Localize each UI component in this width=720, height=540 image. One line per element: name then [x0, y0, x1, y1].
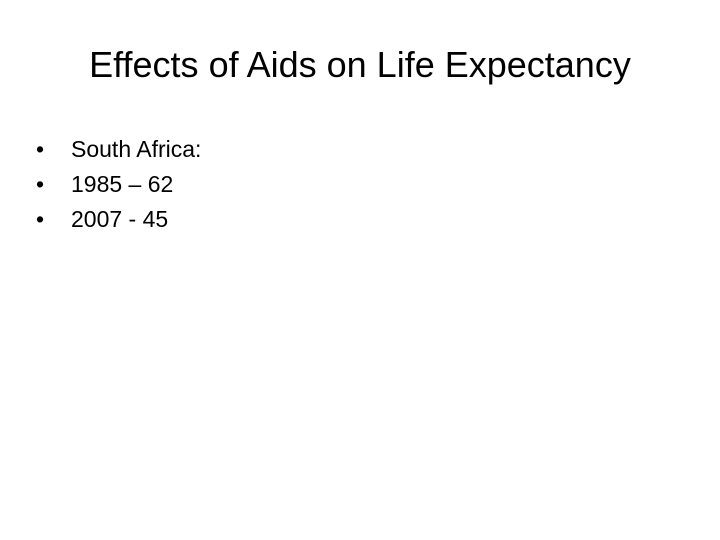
bullet-list: South Africa: 1985 – 62 2007 - 45	[36, 132, 201, 237]
slide-title: Effects of Aids on Life Expectancy	[89, 44, 631, 85]
bullet: South Africa:	[36, 132, 201, 167]
bullet: 2007 - 45	[36, 202, 201, 237]
bullet: 1985 – 62	[36, 167, 201, 202]
